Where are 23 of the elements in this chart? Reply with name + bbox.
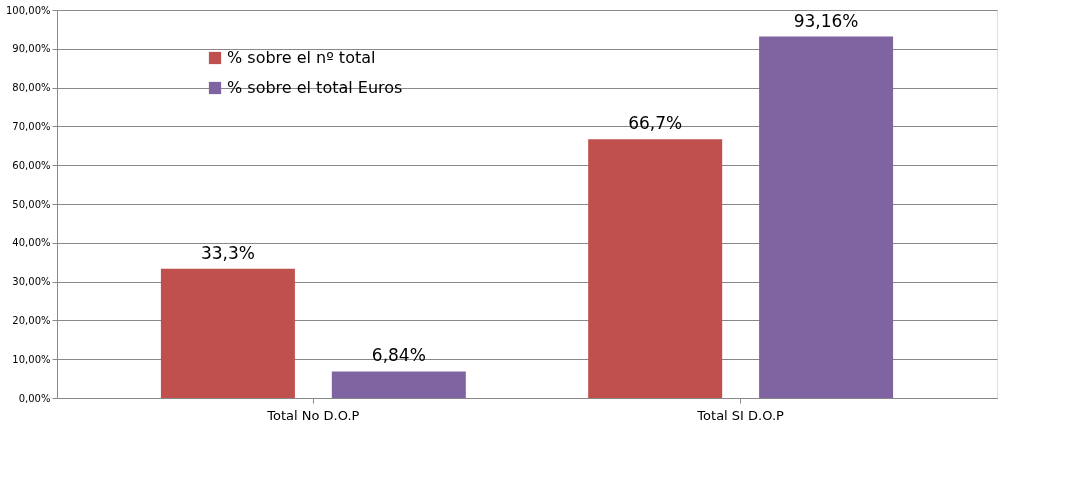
data-label: 66,7% bbox=[628, 113, 683, 134]
y-tick-label: 20,00% bbox=[12, 314, 51, 326]
x-tick-label: Total SI D.O.P bbox=[696, 407, 785, 423]
y-tick-label: 90,00% bbox=[12, 43, 51, 55]
data-label: 6,84% bbox=[371, 345, 426, 366]
legend-label: % sobre el nº total bbox=[227, 48, 376, 67]
y-tick-label: 100,00% bbox=[6, 4, 51, 16]
bar bbox=[588, 139, 723, 398]
y-tick-label: 80,00% bbox=[12, 82, 51, 94]
y-tick-label: 0,00% bbox=[18, 392, 51, 404]
bar bbox=[759, 36, 894, 398]
y-tick-label: 60,00% bbox=[12, 159, 51, 171]
x-tick-label: Total No D.O.P bbox=[266, 407, 360, 423]
bar bbox=[160, 268, 295, 398]
y-tick-label: 70,00% bbox=[12, 120, 51, 132]
legend-label: % sobre el total Euros bbox=[227, 78, 403, 97]
y-tick-label: 50,00% bbox=[12, 198, 51, 210]
y-tick-label: 40,00% bbox=[12, 237, 51, 249]
data-label: 33,3% bbox=[200, 242, 255, 263]
data-label: 93,16% bbox=[793, 10, 859, 31]
bar bbox=[331, 371, 466, 398]
y-tick-label: 30,00% bbox=[12, 276, 51, 288]
y-tick-label: 10,00% bbox=[12, 353, 51, 365]
